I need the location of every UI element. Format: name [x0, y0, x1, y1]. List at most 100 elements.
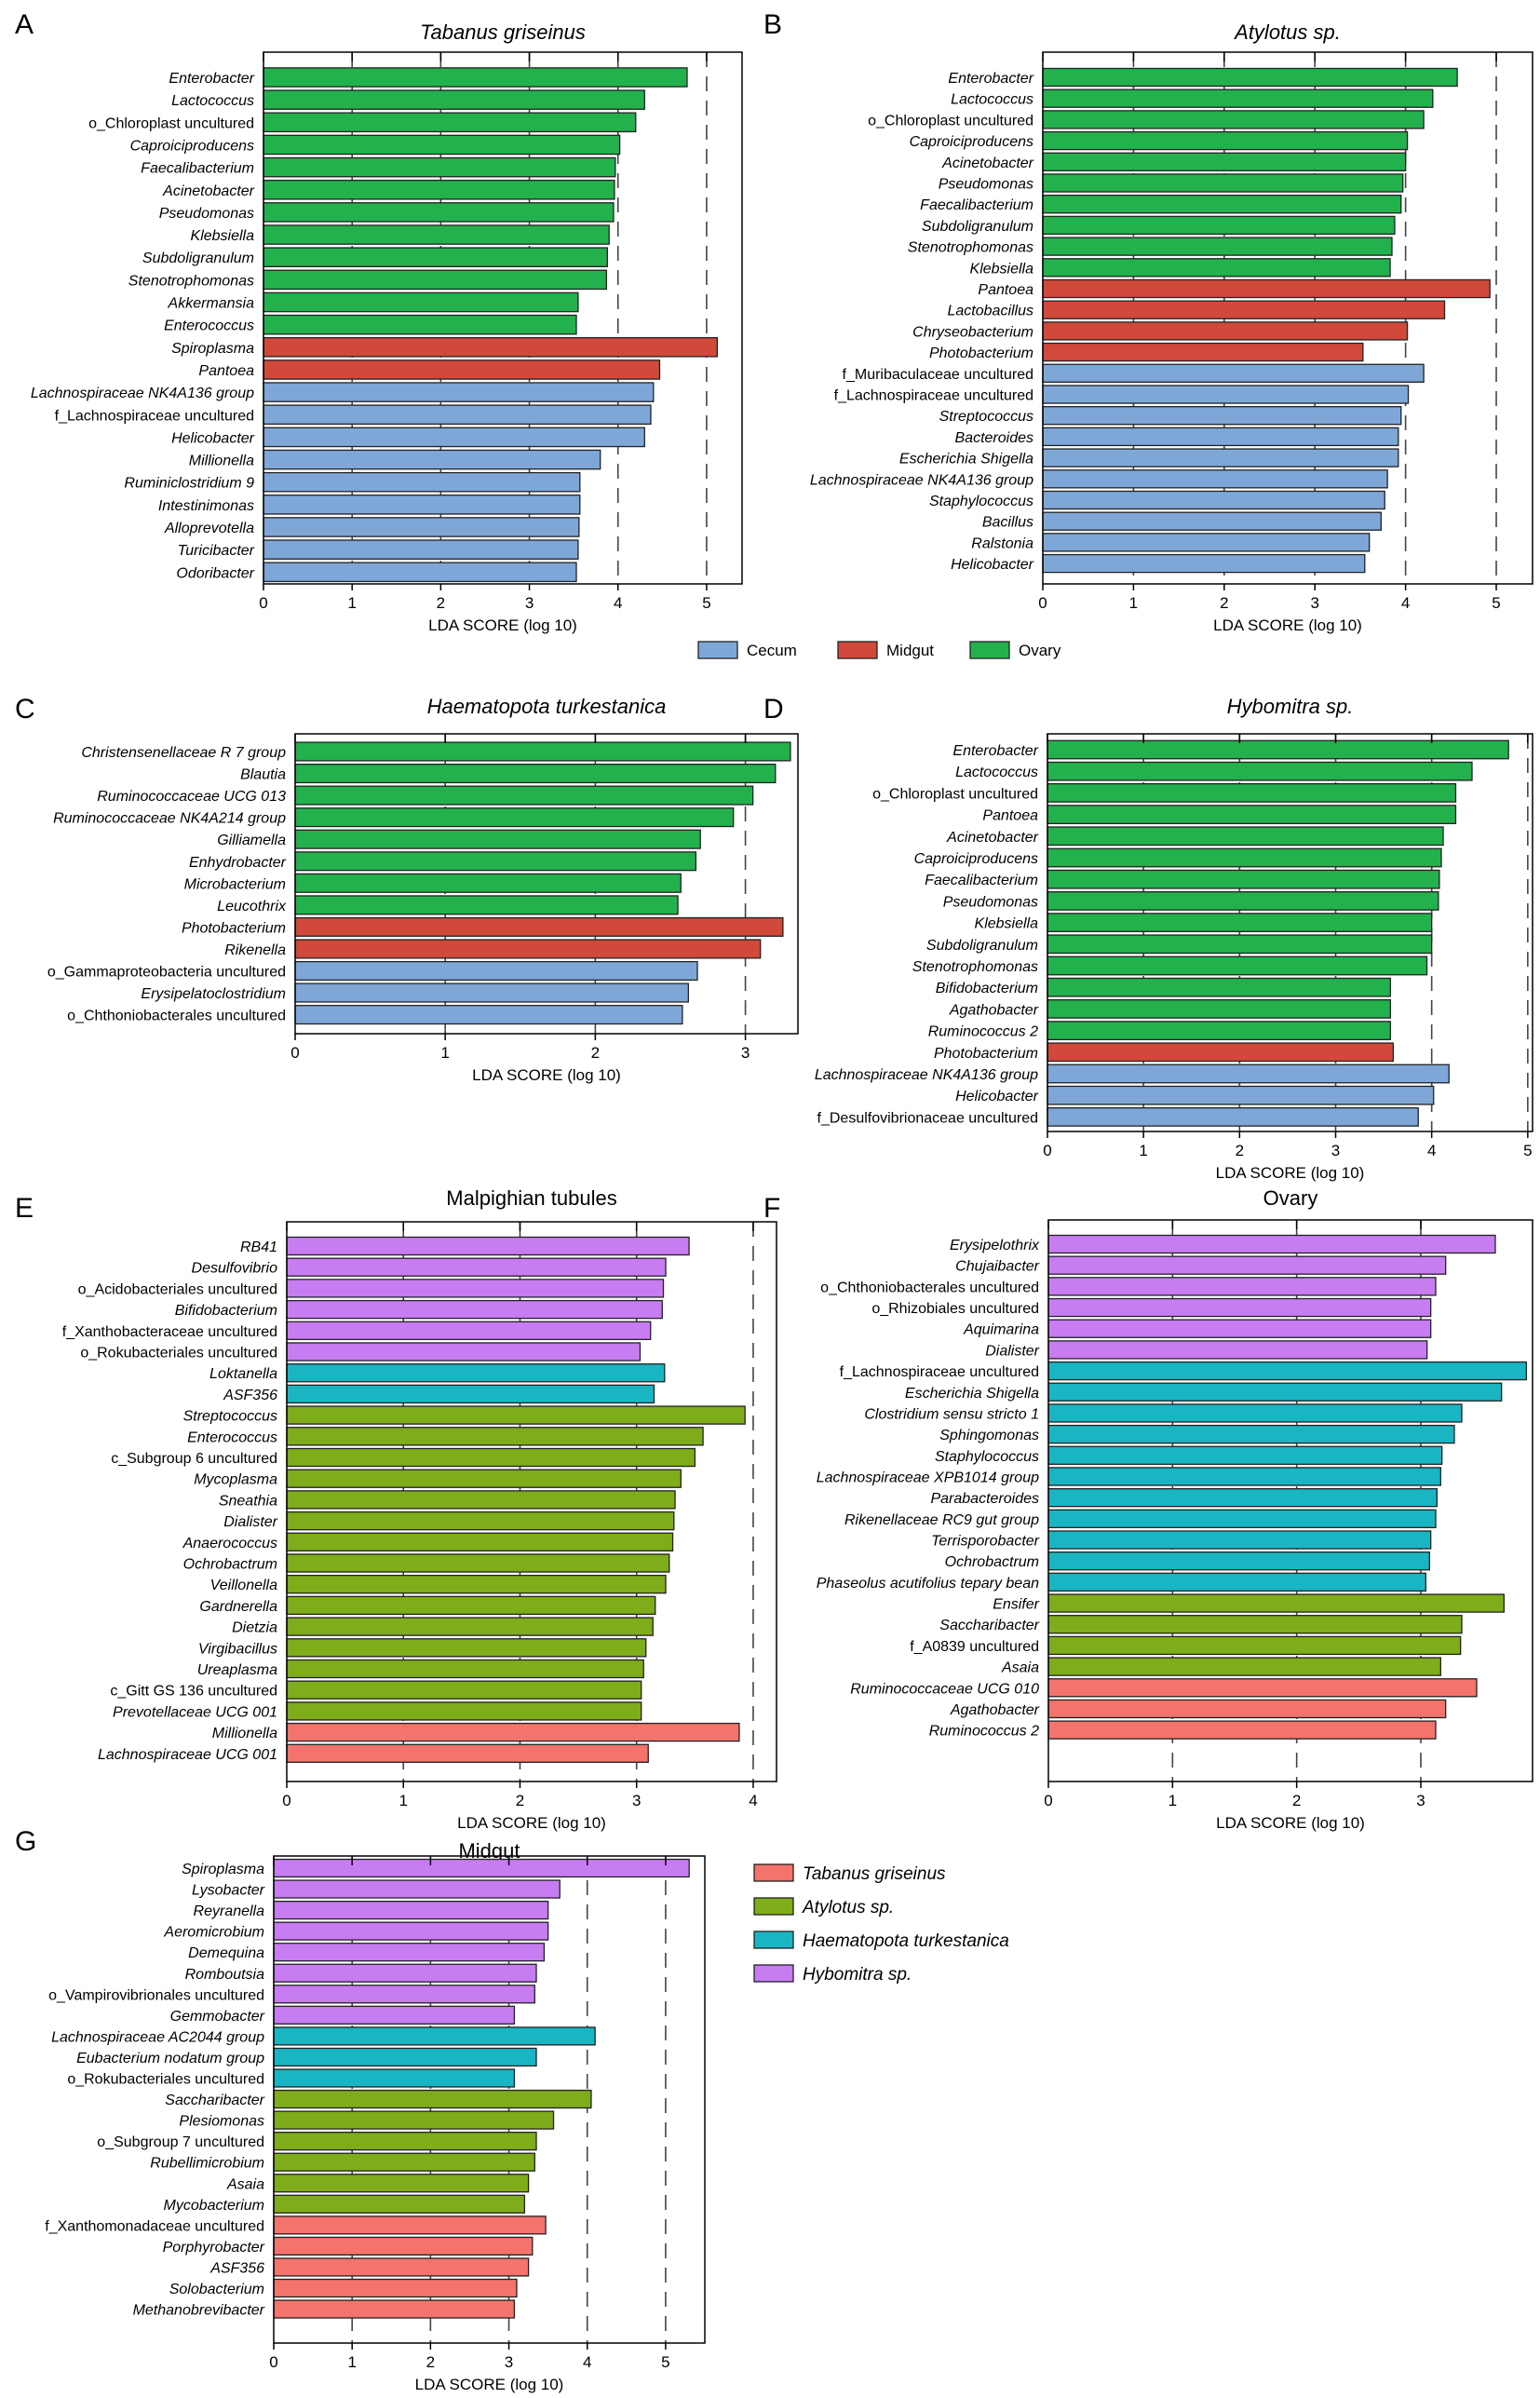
category-label: Pantoea — [198, 363, 254, 379]
bar — [273, 1943, 546, 1962]
category-label: Christensenellaceae R 7 group — [81, 745, 286, 761]
category-label: Asaia — [226, 2176, 264, 2192]
category-label: Subdoligranulum — [142, 251, 254, 266]
bar — [1047, 783, 1457, 803]
category-label: Photobacterium — [182, 920, 286, 936]
category-label: Stenotrophomonas — [128, 273, 254, 289]
category-label: Pseudomonas — [159, 206, 254, 222]
legend-tissue: Cecum Midgut Ovary — [697, 641, 1061, 659]
bar — [286, 1279, 665, 1298]
bar — [1047, 761, 1473, 781]
category-label: Streptococcus — [939, 409, 1033, 425]
category-label: Ruminococcus 2 — [928, 1024, 1038, 1040]
bar — [286, 1575, 667, 1594]
panel-b: B Atylotus sp. Enterobacter Lactococcus o_Ch… — [763, 9, 1533, 634]
bar — [286, 1405, 746, 1425]
category-label: Virgibacillus — [198, 1641, 277, 1657]
category-label: Dialister — [223, 1514, 277, 1530]
x-tick-label: 2 — [516, 1792, 524, 1809]
category-label: Staphylococcus — [929, 494, 1033, 509]
x-tick-label: 1 — [347, 594, 356, 612]
category-label: Romboutsia — [185, 1967, 264, 1983]
legend-label: Atylotus sp. — [802, 1898, 894, 1917]
bar — [286, 1617, 654, 1636]
panel-letter: E — [15, 1193, 34, 1224]
category-label: Erysipelothrix — [950, 1238, 1040, 1253]
bar — [294, 851, 697, 872]
category-label: f_Lachnospiraceae uncultured — [840, 1364, 1039, 1380]
bar — [263, 359, 661, 380]
bar — [286, 1236, 690, 1256]
category-label: Pseudomonas — [943, 894, 1038, 910]
category-label: Bifidobacterium — [175, 1303, 277, 1319]
category-label: f_Xanthomonadaceae uncultured — [45, 2218, 264, 2234]
x-tick-label: 2 — [591, 1044, 600, 1062]
bar — [1042, 490, 1385, 510]
bar — [273, 1963, 537, 1983]
category-label: o_Rokubacteriales uncultured — [67, 2072, 264, 2088]
category-label: Solobacterium — [169, 2282, 264, 2297]
bar — [1042, 427, 1399, 447]
category-label: Subdoligranulum — [922, 219, 1033, 235]
bar — [1047, 955, 1428, 976]
category-label: Photobacterium — [934, 1046, 1038, 1062]
category-label: Akkermansia — [168, 296, 255, 312]
x-tick-label: 1 — [399, 1792, 408, 1809]
panel-e: E Malpighian tubules RB41 Desulfovibrio o_Ac… — [15, 1186, 777, 1832]
plot-frame — [1047, 733, 1533, 1132]
legend-label: Midgut — [886, 642, 934, 659]
bar — [1042, 237, 1393, 256]
panel-title: Hybomitra sp. — [1227, 695, 1354, 718]
x-tick-label: 1 — [347, 2353, 356, 2371]
category-label: Ruminococcaceae UCG 013 — [97, 789, 286, 805]
bar — [1042, 511, 1382, 531]
bar — [1047, 805, 1457, 824]
x-tick-label: 3 — [1310, 594, 1318, 612]
category-label: Helicobacter — [951, 557, 1034, 573]
bar — [286, 1638, 647, 1658]
x-tick-label: 3 — [632, 1792, 641, 1809]
x-tick-label: 4 — [749, 1792, 757, 1809]
category-label: Spiroplasma — [171, 341, 254, 357]
bar — [273, 1985, 535, 2004]
bar — [273, 2215, 547, 2235]
x-tick-label: 0 — [259, 594, 267, 612]
x-axis-label: LDA SCORE (log 10) — [1216, 1814, 1365, 1832]
category-label: f_Muribaculaceae uncultured — [843, 367, 1033, 383]
bar — [294, 764, 777, 784]
x-tick-label: 5 — [1523, 1142, 1532, 1159]
bar — [1042, 130, 1409, 151]
bar — [1047, 1678, 1478, 1698]
panel-letter: B — [763, 9, 782, 40]
bar — [286, 1595, 656, 1616]
bar — [286, 1553, 670, 1573]
category-label: Lachnospiraceae UCG 001 — [98, 1747, 277, 1763]
category-label: Phaseolus acutifolius tepary bean — [817, 1576, 1039, 1592]
bar — [1047, 934, 1433, 955]
category-label: Acinetobacter — [162, 183, 255, 199]
category-label: Pantoea — [982, 808, 1038, 824]
bar — [1042, 88, 1434, 108]
category-label: Eubacterium nodatum group — [76, 2051, 264, 2066]
panel-letter: F — [763, 1193, 780, 1224]
bar — [294, 960, 698, 982]
bar — [263, 427, 645, 448]
bar — [294, 829, 701, 849]
category-label: ASF356 — [209, 2260, 264, 2276]
category-label: Bacillus — [982, 515, 1033, 531]
category-label: Intestinimonas — [158, 498, 254, 514]
bar — [1047, 1467, 1441, 1486]
category-label: Enterococcus — [187, 1429, 277, 1445]
category-label: Plesiomonas — [179, 2114, 264, 2130]
bar — [294, 741, 791, 762]
bar — [263, 89, 645, 110]
x-tick-label: 4 — [1401, 594, 1410, 612]
category-label: Helicobacter — [955, 1089, 1039, 1104]
bar — [286, 1469, 682, 1488]
category-label: Rikenellaceae RC9 gut group — [844, 1512, 1039, 1528]
bar — [1047, 1445, 1443, 1465]
category-label: Gardnerella — [199, 1599, 277, 1615]
panel-a: A Tabanus griseinus Enterobacter Lactococcu… — [15, 9, 743, 634]
bar — [1047, 1340, 1428, 1360]
x-tick-label: 2 — [1236, 1142, 1244, 1159]
